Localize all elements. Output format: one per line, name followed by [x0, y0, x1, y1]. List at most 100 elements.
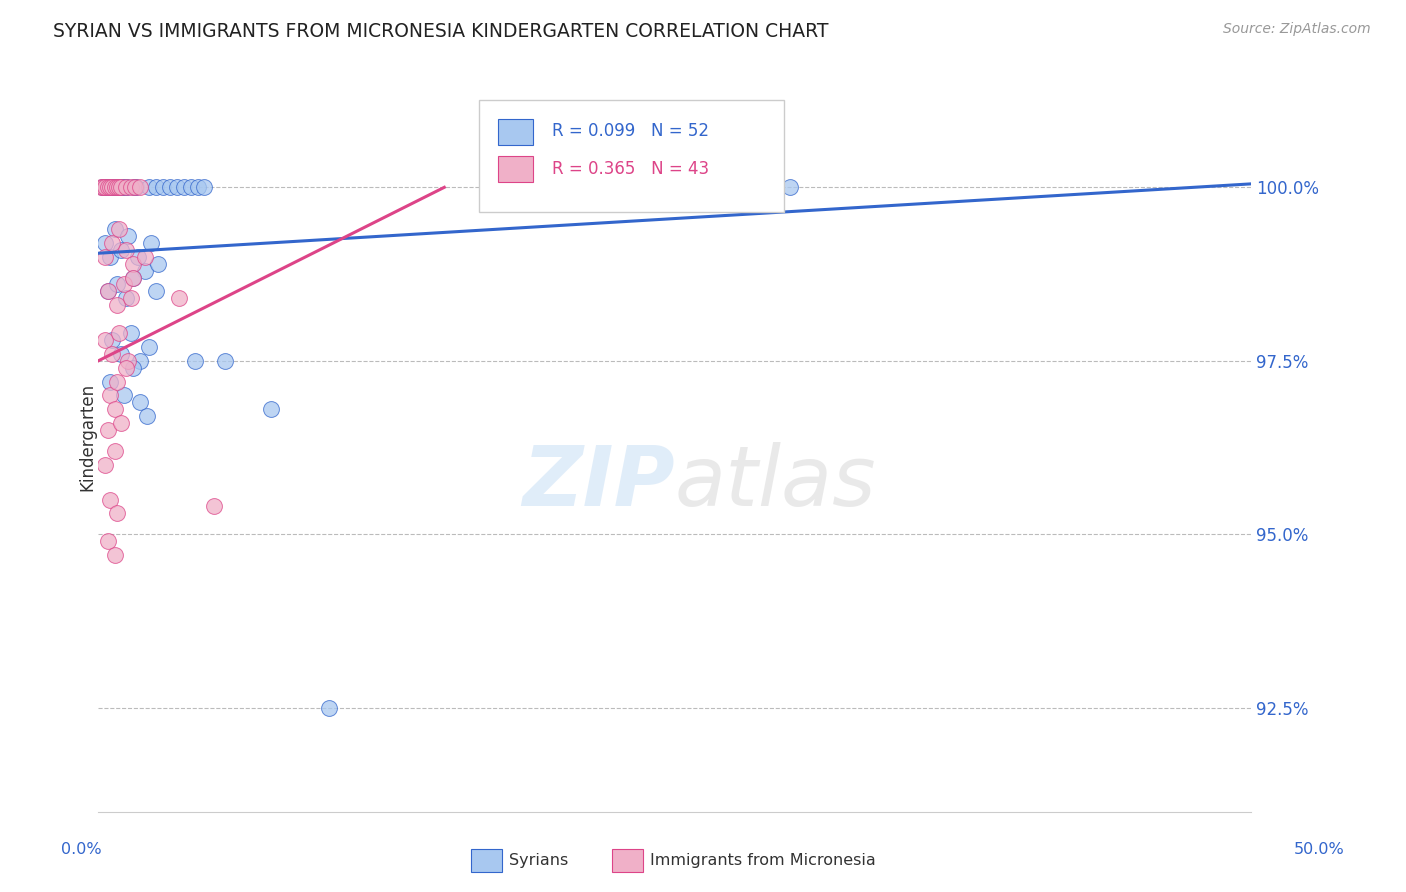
Point	[125, 180, 148, 194]
Point	[105, 375, 128, 389]
Point	[260, 402, 283, 417]
Point	[110, 347, 132, 361]
Point	[98, 250, 121, 264]
Point	[202, 500, 225, 514]
Point	[135, 409, 157, 424]
Point	[100, 180, 122, 194]
Text: SYRIAN VS IMMIGRANTS FROM MICRONESIA KINDERGARTEN CORRELATION CHART: SYRIAN VS IMMIGRANTS FROM MICRONESIA KIN…	[53, 22, 830, 41]
Point	[101, 180, 124, 194]
Point	[94, 235, 117, 250]
Text: atlas: atlas	[675, 442, 876, 523]
Point	[779, 180, 801, 194]
Point	[145, 180, 167, 194]
Point	[103, 444, 125, 458]
Point	[145, 285, 167, 299]
Point	[120, 291, 142, 305]
Point	[110, 180, 132, 194]
Point	[120, 180, 142, 194]
Point	[105, 180, 128, 194]
Point	[97, 180, 120, 194]
Point	[117, 353, 139, 368]
Point	[105, 298, 128, 312]
Point	[97, 285, 120, 299]
Point	[117, 228, 139, 243]
Point	[141, 235, 163, 250]
Point	[167, 291, 190, 305]
Point	[129, 395, 152, 409]
Text: 50.0%: 50.0%	[1294, 842, 1344, 856]
Point	[115, 243, 138, 257]
Point	[110, 243, 132, 257]
Point	[108, 222, 131, 236]
Bar	[499, 156, 533, 182]
Point	[101, 347, 124, 361]
Point	[97, 180, 120, 194]
Point	[159, 180, 181, 194]
Point	[93, 180, 115, 194]
Text: 0.0%: 0.0%	[62, 842, 101, 856]
Text: ZIP: ZIP	[522, 442, 675, 523]
Point	[97, 534, 120, 549]
Point	[108, 326, 131, 340]
Point	[103, 222, 125, 236]
Point	[148, 257, 170, 271]
Point	[122, 257, 145, 271]
Point	[103, 402, 125, 417]
Point	[103, 180, 125, 194]
Point	[110, 416, 132, 430]
Point	[90, 180, 112, 194]
Y-axis label: Kindergarten: Kindergarten	[79, 383, 96, 491]
Point	[94, 180, 117, 194]
Point	[101, 235, 124, 250]
Point	[187, 180, 209, 194]
Point	[129, 180, 152, 194]
Point	[94, 333, 117, 347]
Point	[112, 277, 135, 292]
Point	[98, 388, 121, 402]
Point	[134, 263, 156, 277]
Point	[108, 180, 131, 194]
Point	[138, 340, 160, 354]
Point	[115, 360, 138, 375]
Point	[111, 180, 134, 194]
Text: Immigrants from Micronesia: Immigrants from Micronesia	[650, 854, 876, 868]
Text: R = 0.099   N = 52: R = 0.099 N = 52	[551, 122, 709, 140]
Point	[122, 180, 145, 194]
Point	[90, 180, 112, 194]
Point	[214, 353, 236, 368]
Point	[122, 270, 145, 285]
Point	[97, 423, 120, 437]
Point	[122, 270, 145, 285]
Point	[112, 388, 135, 402]
Point	[193, 180, 215, 194]
Point	[152, 180, 174, 194]
Point	[98, 375, 121, 389]
Text: Syrians: Syrians	[509, 854, 568, 868]
Point	[114, 180, 136, 194]
Point	[105, 277, 128, 292]
Point	[98, 492, 121, 507]
Point	[318, 700, 340, 714]
Text: Source: ZipAtlas.com: Source: ZipAtlas.com	[1223, 22, 1371, 37]
Point	[122, 360, 145, 375]
Point	[120, 326, 142, 340]
Text: R = 0.365   N = 43: R = 0.365 N = 43	[551, 160, 709, 178]
Point	[105, 507, 128, 521]
Point	[117, 180, 139, 194]
Bar	[499, 119, 533, 145]
Point	[166, 180, 188, 194]
Point	[98, 180, 121, 194]
Point	[107, 180, 129, 194]
Point	[138, 180, 160, 194]
FancyBboxPatch shape	[479, 100, 785, 212]
Point	[91, 180, 114, 194]
Point	[173, 180, 195, 194]
Point	[134, 250, 156, 264]
Point	[129, 353, 152, 368]
Point	[103, 180, 125, 194]
Point	[110, 180, 132, 194]
Point	[94, 250, 117, 264]
Point	[104, 180, 127, 194]
Point	[97, 285, 120, 299]
Point	[103, 548, 125, 562]
